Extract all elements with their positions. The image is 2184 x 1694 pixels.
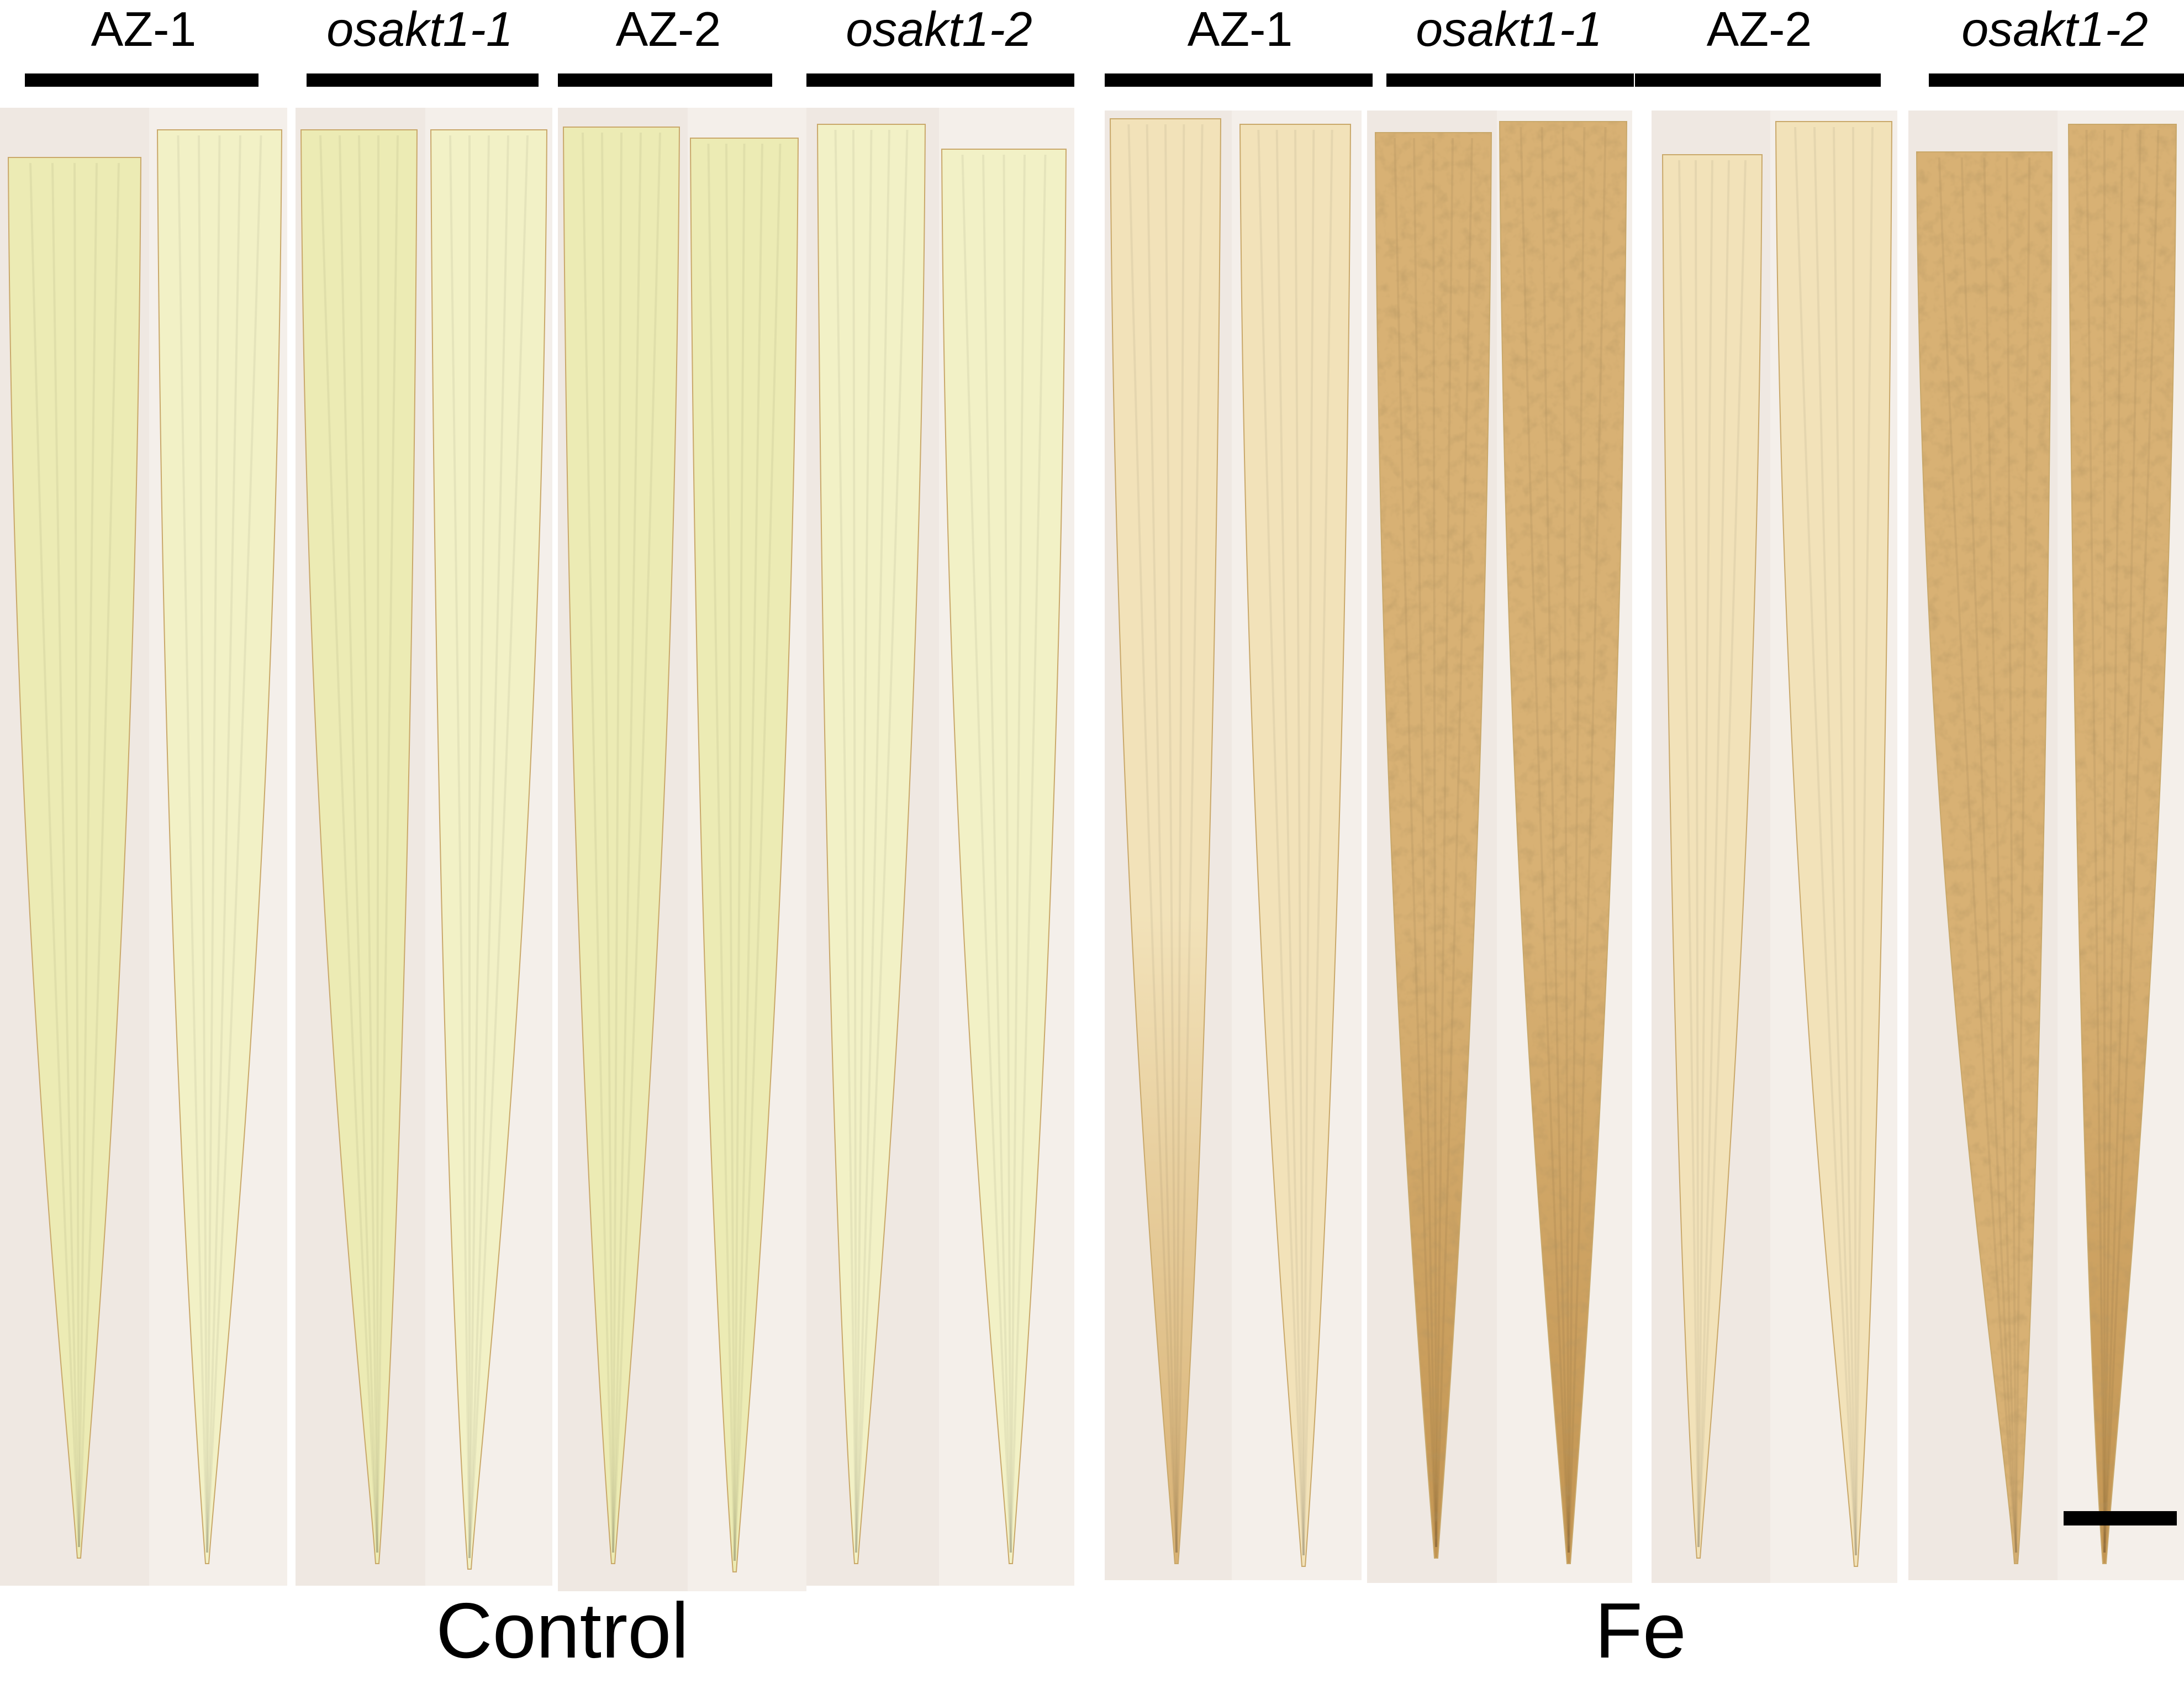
group-bar <box>1929 73 2184 87</box>
group-bar <box>25 73 259 87</box>
leaf-blade <box>1239 124 1352 1567</box>
leaf-vein <box>601 132 614 1553</box>
leaf-vein <box>1695 160 1700 1548</box>
leaf-vein <box>725 143 736 1561</box>
leaf-vein <box>1697 160 1747 1548</box>
leaf-vein <box>376 135 379 1553</box>
leaf-vein <box>1175 124 1185 1553</box>
leaf-vein <box>1010 154 1047 1553</box>
leaf-blade <box>7 157 142 1559</box>
leaf-vein <box>1294 129 1305 1556</box>
leaf-blade <box>562 127 680 1564</box>
leaf-vein <box>612 132 623 1553</box>
iron-stain-speckle <box>2069 124 2176 1564</box>
leaf-vein <box>1003 154 1012 1553</box>
iron-stain-speckle <box>1917 152 2052 1564</box>
leaf-vein <box>468 135 529 1559</box>
leaf-vein <box>734 143 763 1561</box>
leaf-vein <box>734 143 782 1561</box>
leaf-blade <box>156 129 283 1564</box>
leaf-blade <box>689 138 799 1572</box>
leaf-vein <box>1833 127 1857 1556</box>
leaf-vein <box>1852 127 1857 1556</box>
group-bar <box>558 73 772 87</box>
leaf-blade <box>300 129 418 1564</box>
iron-stain-speckle <box>1500 122 1627 1564</box>
genotype-label: osakt1-2 <box>846 2 1032 56</box>
genotype-label: AZ-2 <box>1707 2 1812 56</box>
leaf-vein <box>1794 127 1857 1556</box>
leaf-vein <box>612 132 642 1553</box>
genotype-label: osakt1-1 <box>326 2 513 56</box>
leaf-blade <box>1109 118 1222 1564</box>
group-bar <box>1635 73 1881 87</box>
group-bar <box>1105 73 1373 87</box>
condition-label-control: Control <box>436 1587 689 1675</box>
leaf-vein <box>852 129 857 1553</box>
group-bar <box>806 73 1074 87</box>
leaf-blade <box>816 124 926 1564</box>
leaf-vein <box>339 135 378 1553</box>
scale-bar <box>2064 1511 2177 1525</box>
leaf-vein <box>1302 129 1315 1556</box>
leaf-vein <box>961 154 1012 1553</box>
leaf-vein <box>73 162 80 1548</box>
leaf-vein <box>1164 124 1178 1553</box>
leaf-vein <box>468 135 509 1559</box>
leaf-vein <box>982 154 1012 1553</box>
leaf-vein <box>1275 129 1305 1556</box>
leaf-vein <box>1127 124 1178 1553</box>
leaf-vein <box>855 129 890 1553</box>
iron-stain-speckle <box>1375 133 1491 1558</box>
genotype-label: osakt1-2 <box>1961 2 2148 56</box>
leaf-vein <box>206 135 262 1553</box>
leaf-blade <box>1661 154 1763 1559</box>
leaf-blade <box>430 129 548 1570</box>
genotype-label: AZ-1 <box>91 2 197 56</box>
group-bar <box>307 73 539 87</box>
leaf-vein <box>177 135 208 1553</box>
leaf-blade <box>941 149 1067 1564</box>
leaf-vein <box>1813 127 1857 1556</box>
leaf-vein <box>1257 129 1305 1556</box>
leaf-vein <box>198 135 208 1553</box>
leaf-vein <box>1146 124 1178 1553</box>
genotype-label: AZ-1 <box>1188 2 1293 56</box>
leaf-vein <box>206 135 241 1553</box>
leaf-vein <box>612 132 661 1553</box>
leaf-vein <box>855 129 909 1553</box>
leaf-vein <box>78 162 120 1548</box>
genotype-label: AZ-2 <box>616 2 721 56</box>
leaf-vein <box>1302 129 1333 1556</box>
leaf-blade <box>1775 121 1893 1567</box>
leaf-vein <box>29 162 80 1548</box>
leaf-vein <box>1697 160 1713 1548</box>
leaf-vein <box>206 135 221 1553</box>
leaf-vein <box>582 132 614 1553</box>
leaf-vein <box>734 143 746 1561</box>
leaf-vein <box>1697 160 1730 1548</box>
condition-label-fe: Fe <box>1595 1587 1686 1675</box>
group-bar <box>1386 73 1634 87</box>
leaf-vein <box>51 162 80 1548</box>
leaf-vein <box>319 135 378 1553</box>
leaf-vein <box>1010 154 1026 1553</box>
leaf-vein <box>707 143 736 1561</box>
leaf-vein <box>1175 124 1204 1553</box>
genotype-label: osakt1-1 <box>1416 2 1602 56</box>
